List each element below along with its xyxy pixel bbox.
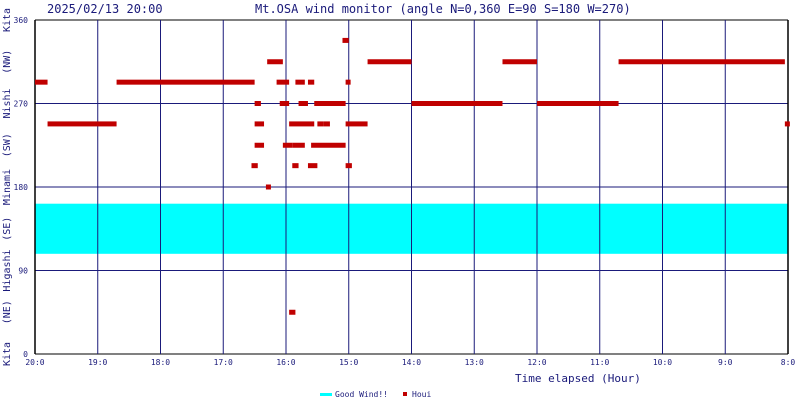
x-tick-label: 14:0 — [402, 358, 421, 367]
x-tick-label: 17:0 — [214, 358, 233, 367]
y-tick-label: 270 — [14, 100, 29, 109]
houi-point-run — [254, 121, 265, 127]
x-tick-label: 16:0 — [276, 358, 295, 367]
y-side-labels: Kita (NE) Higashi (SE) Minami (SW) Nishi (NW) Ki… — [2, 8, 13, 366]
y-side-label: (SE) — [2, 217, 13, 241]
legend-houi: Houi — [412, 390, 431, 399]
y-side-label: Kita — [2, 342, 13, 366]
x-axis-label: Time elapsed (Hour) — [515, 372, 641, 385]
houi-point-run — [279, 101, 290, 106]
houi-point-run — [784, 121, 790, 127]
houi-point-run — [345, 121, 368, 127]
houi-point-run — [254, 142, 265, 148]
houi-point-run — [35, 79, 48, 85]
y-side-label: (NW) — [2, 50, 13, 74]
houi-point-run — [292, 163, 299, 169]
houi-point-run — [289, 309, 296, 315]
houi-point-run — [311, 142, 346, 148]
houi-point-run — [251, 163, 258, 169]
x-tick-label: 15:0 — [339, 358, 358, 367]
y-side-label: Minami — [2, 169, 13, 205]
houi-point-run — [292, 142, 305, 148]
x-tick-label: 19:0 — [88, 358, 107, 367]
houi-point-run — [411, 101, 503, 106]
houi-point-run — [367, 59, 412, 65]
houi-point-run — [298, 101, 308, 106]
houi-point-run — [345, 163, 352, 169]
houi-point-run — [314, 101, 346, 106]
y-side-label: (SW) — [2, 133, 13, 157]
vertical-gridlines — [34, 20, 789, 354]
x-tick-label: 20:0 — [25, 358, 44, 367]
y-side-label: Nishi — [2, 88, 13, 118]
timestamp: 2025/02/13 20:00 — [47, 2, 163, 16]
x-tick-labels: 20:0 19:0 18:0 17:0 16:0 15:0 14:0 13:0 12:0 11:0… — [25, 358, 795, 367]
houi-point-run — [307, 163, 318, 169]
houi-point-run — [317, 121, 324, 127]
legend-band-swatch — [320, 393, 332, 396]
houi-point-run — [254, 101, 261, 106]
houi-point-run — [295, 79, 305, 85]
x-tick-label: 18:0 — [151, 358, 170, 367]
y-side-label: (NE) — [2, 300, 13, 324]
chart-title: Mt.OSA wind monitor (angle N=0,360 E=90 … — [255, 2, 631, 16]
houi-points — [35, 37, 790, 315]
y-side-label: Higashi — [2, 249, 13, 291]
houi-point-run — [342, 37, 349, 43]
houi-point-run — [116, 79, 255, 85]
x-tick-label: 8:0 — [781, 358, 796, 367]
x-tick-label: 9:0 — [718, 358, 733, 367]
houi-point-run — [47, 121, 117, 127]
legend-good-wind: Good Wind!! — [335, 390, 388, 399]
y-tick-label: 0 — [23, 350, 28, 359]
houi-point-run — [323, 121, 330, 127]
houi-point-run — [345, 79, 351, 85]
houi-point-run — [307, 79, 315, 85]
houi-point-run — [289, 121, 315, 127]
y-tick-label: 180 — [14, 183, 29, 192]
houi-point-run — [502, 59, 537, 65]
y-tick-labels: 0 90 180 270 360 — [14, 16, 29, 359]
legend: Good Wind!! Houi — [320, 390, 431, 399]
x-tick-label: 10:0 — [653, 358, 672, 367]
x-tick-label: 12:0 — [527, 358, 546, 367]
x-tick-label: 13:0 — [465, 358, 484, 367]
houi-point-run — [537, 101, 619, 106]
houi-point-run — [267, 59, 283, 65]
x-tick-label: 11:0 — [590, 358, 609, 367]
y-tick-label: 360 — [14, 16, 29, 25]
houi-point-run — [618, 59, 785, 65]
houi-point-run — [276, 79, 290, 85]
y-side-label: Kita — [2, 8, 13, 32]
houi-point-run — [265, 184, 271, 190]
y-tick-label: 90 — [18, 267, 28, 276]
houi-point-run — [282, 142, 293, 148]
legend-point-swatch — [403, 392, 407, 396]
